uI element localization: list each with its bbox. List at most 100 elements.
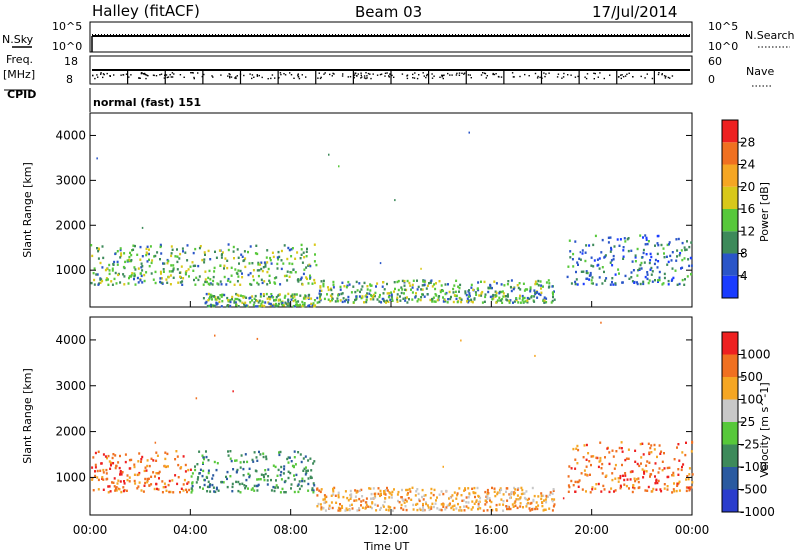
echo-cell [319,297,322,301]
echo-cell [445,489,448,493]
nave-dot [179,74,182,76]
echo-cell [334,300,337,303]
echo-cell [534,291,537,294]
echo-cell [396,298,399,301]
echo-cell [592,265,595,268]
echo-cell [325,500,328,504]
echo-cell [90,244,93,247]
echo-cell [645,236,648,240]
echo-cell [145,469,148,472]
echo-cell [452,508,455,511]
echo-cell [143,273,146,277]
echo-cell [276,262,279,266]
echo-cell [252,303,255,307]
echo-cell [640,456,643,459]
echo-cell [295,300,298,304]
echo-cell [142,490,145,493]
echo-cell [102,468,105,472]
echo-cell [374,291,377,295]
echo-cell [383,491,386,494]
echo-cell [590,264,593,267]
nave-dot [167,76,170,78]
nave-dot [388,75,390,77]
echo-cell [388,496,391,499]
echo-cell [431,502,434,505]
nave-dot [467,74,470,76]
nave-dot [183,76,185,78]
echo-cell [300,243,303,247]
nave-dot [570,74,572,76]
nave-dot [290,74,293,76]
echo-cell [500,498,503,501]
echo-cell [442,289,444,293]
nave-dot [347,76,349,78]
echo-cell [567,490,570,493]
echo-cell [506,293,509,296]
echo-cell [166,281,169,284]
echo-cell [162,268,165,271]
echo-cell [99,281,102,284]
echo-cell [198,275,201,278]
echo-cell [528,507,531,510]
echo-cell [285,274,288,277]
echo-cell [172,276,175,279]
echo-cell [607,241,610,244]
echo-cell [568,465,571,468]
echo-cell [192,269,195,272]
nave-dot [557,73,560,75]
nave-dot [512,76,515,78]
echo-cell [356,289,359,292]
echo-cell [685,248,688,251]
echo-cell [656,242,659,245]
echo-cell [418,499,421,503]
echo-cell [458,290,460,293]
echo-cell [462,499,465,502]
echo-cell [307,459,310,462]
echo-cell [256,252,259,256]
echo-cell [685,489,688,493]
echo-cell [113,277,116,281]
echo-cell [291,247,294,250]
echo-cell [366,292,369,295]
nave-dot [593,78,595,80]
echo-cell [464,290,467,293]
echo-cell [611,472,614,475]
nave-dot [536,77,539,79]
echo-cell [646,277,649,281]
echo-cell [176,255,179,258]
echo-cell [131,272,134,275]
echo-cell [193,278,195,282]
echo-cell [144,477,147,481]
echo-cell [460,494,463,497]
echo-cell [108,460,111,463]
echo-cell [584,473,587,476]
echo-cell-isolated [600,321,602,324]
echo-cell [589,271,592,275]
echo-cell [647,485,650,489]
echo-cell [636,462,639,466]
echo-cell [474,495,476,499]
nave-dot [106,72,108,75]
nave-dot [422,72,424,74]
echo-cell [688,264,691,268]
echo-cell [622,255,625,258]
echo-cell [310,302,313,306]
echo-cell [146,245,149,248]
echo-cell [309,264,312,268]
nave-dot [567,74,569,76]
echo-cell [442,503,445,506]
echo-cell [330,494,333,497]
echo-cell [651,270,654,273]
echo-cell [653,448,656,451]
echo-cell [308,263,311,266]
nave-dot [197,72,199,74]
ytick-label: 4000 [55,333,86,347]
nave-dot [234,77,236,79]
echo-cell [616,238,619,241]
nave-dot [212,76,214,78]
xtick-label: 16:00 [474,523,509,537]
echo-cell [318,489,321,492]
echo-cell [119,473,121,476]
echo-cell [207,459,210,462]
echo-cell [198,246,201,250]
